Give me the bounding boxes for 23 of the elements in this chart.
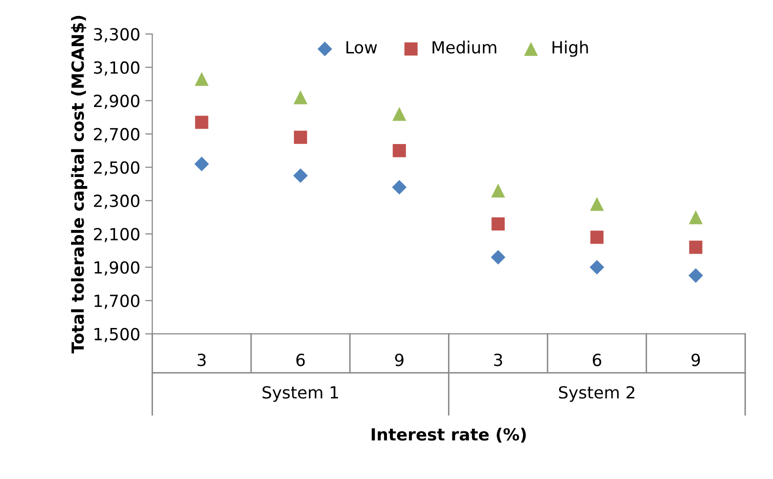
y-tick-label: 2,900 — [94, 94, 140, 109]
y-tick-label: 3,300 — [94, 28, 140, 42]
y-tick-label: 3,100 — [94, 61, 140, 76]
x-tick-label: 3 — [198, 354, 206, 366]
y-tick-label: 1,700 — [94, 294, 140, 309]
x-axis-title: Interest rate (%) — [372, 428, 526, 443]
y-tick-label: 2,100 — [94, 228, 140, 242]
x-tick-label: 9 — [692, 354, 700, 366]
y-tick-label: 2,700 — [94, 128, 140, 142]
y-tick-label: 2,300 — [94, 194, 140, 209]
text: System 1 — [262, 386, 338, 402]
legend-label: High — [552, 40, 588, 57]
text: System 2 — [559, 386, 634, 402]
y-tick-label: 1,500 — [94, 328, 140, 342]
x-tick-label: 6 — [296, 354, 305, 366]
x-tick-label: 6 — [592, 354, 602, 366]
legend-label: Medium — [432, 40, 496, 54]
y-tick-label: 2,500 — [94, 161, 140, 176]
x-tick-label: 9 — [395, 354, 404, 366]
legend-label: Low — [346, 41, 377, 54]
x-tick-label: 3 — [494, 354, 502, 366]
y-axis-title: Total tolerable capital cost (MCAN$) — [71, 16, 88, 354]
y-tick-label: 1,900 — [94, 261, 140, 276]
